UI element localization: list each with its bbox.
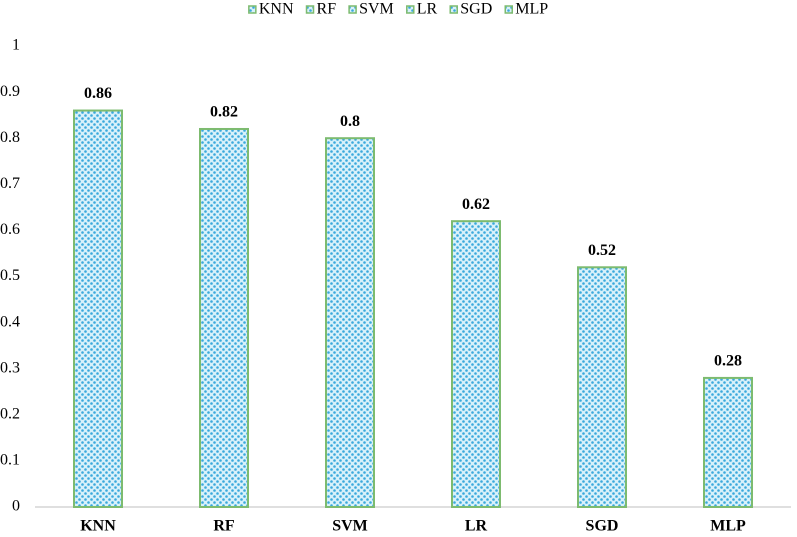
x-tick-label: LR	[465, 518, 488, 535]
value-label: 0.86	[84, 85, 112, 102]
legend-marker	[406, 5, 415, 14]
value-label: 0.52	[588, 242, 616, 259]
value-label: 0.28	[714, 353, 742, 370]
y-tick-label: 0.2	[0, 405, 20, 422]
legend-label: LR	[417, 1, 438, 18]
bar	[577, 266, 627, 508]
legend-label: SGD	[460, 1, 492, 18]
legend-marker	[348, 5, 357, 14]
legend-marker	[305, 5, 315, 14]
x-tick-label: SGD	[586, 518, 619, 535]
x-tick-label: KNN	[80, 518, 116, 535]
legend-marker	[504, 5, 513, 14]
value-label: 0.82	[210, 104, 238, 121]
bar	[703, 376, 753, 509]
value-label: 0.8	[340, 113, 360, 130]
value-label: 0.62	[462, 196, 490, 213]
bar	[451, 220, 501, 508]
y-tick-label: 0.1	[0, 452, 20, 469]
y-tick-label: 0.4	[0, 313, 20, 330]
legend-marker	[248, 5, 257, 14]
y-tick-label: 0.9	[0, 83, 20, 100]
legend-marker	[449, 5, 458, 14]
legend-label: MLP	[515, 1, 548, 18]
legend-label: RF	[317, 1, 337, 18]
y-tick-label: 0.6	[0, 221, 20, 238]
bar	[73, 109, 123, 508]
bar	[325, 137, 375, 508]
legend-label: SVM	[359, 1, 394, 18]
x-tick-label: SVM	[332, 518, 368, 535]
y-tick-label: 0.8	[0, 129, 20, 146]
y-tick-label: 0.5	[0, 267, 20, 284]
y-tick-label: 0	[12, 498, 20, 515]
legend-label: KNN	[259, 1, 294, 18]
x-tick-label: RF	[213, 518, 235, 535]
bar	[199, 127, 249, 508]
y-tick-label: 0.7	[0, 175, 20, 192]
x-tick-label: MLP	[710, 518, 746, 535]
y-tick-label: 1	[12, 37, 20, 54]
y-tick-label: 0.3	[0, 359, 20, 376]
